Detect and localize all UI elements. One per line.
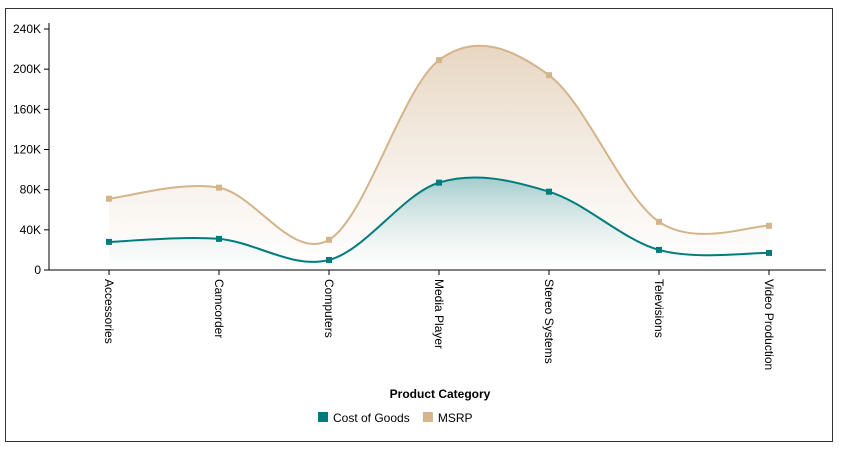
- point-cost-of-goods-5[interactable]: [656, 246, 662, 253]
- y-tick-label: 200K: [13, 62, 41, 76]
- x-tick-label: Video Production: [762, 279, 776, 370]
- area-cost-of-goods: [109, 177, 769, 270]
- point-msrp-6[interactable]: [766, 222, 772, 229]
- x-tick-label: Media Player: [432, 279, 446, 349]
- legend-label-cost-of-goods[interactable]: Cost of Goods: [333, 411, 410, 425]
- point-cost-of-goods-6[interactable]: [766, 249, 772, 256]
- x-tick-label: Stereo Systems: [542, 279, 556, 364]
- point-msrp-2[interactable]: [326, 236, 332, 243]
- legend: Cost of Goods MSRP: [318, 411, 473, 425]
- x-tick-label: Camcorder: [212, 279, 226, 338]
- point-msrp-3[interactable]: [436, 57, 442, 64]
- legend-swatch-cost-of-goods[interactable]: [318, 412, 328, 422]
- y-tick-label: 240K: [13, 22, 41, 36]
- point-msrp-4[interactable]: [546, 72, 552, 79]
- point-cost-of-goods-2[interactable]: [326, 256, 332, 263]
- y-tick-label: 80K: [20, 183, 41, 197]
- y-tick-label: 0: [34, 263, 41, 277]
- y-tick-label: 160K: [13, 102, 41, 116]
- point-cost-of-goods-4[interactable]: [546, 188, 552, 195]
- x-tick-label: Televisions: [652, 279, 666, 338]
- x-axis-title: Product Category: [390, 387, 491, 401]
- point-msrp-0[interactable]: [106, 195, 112, 202]
- point-cost-of-goods-0[interactable]: [106, 238, 112, 245]
- y-tick-label: 120K: [13, 143, 41, 157]
- point-cost-of-goods-3[interactable]: [436, 179, 442, 186]
- x-tick-label: Accessories: [102, 279, 116, 344]
- area-msrp: [109, 45, 769, 270]
- point-msrp-5[interactable]: [656, 218, 662, 225]
- x-tick-label: Computers: [322, 279, 336, 338]
- point-cost-of-goods-1[interactable]: [216, 235, 222, 242]
- legend-label-msrp[interactable]: MSRP: [438, 411, 473, 425]
- point-msrp-1[interactable]: [216, 184, 222, 191]
- legend-swatch-msrp[interactable]: [422, 412, 433, 422]
- y-tick-label: 40K: [20, 223, 41, 237]
